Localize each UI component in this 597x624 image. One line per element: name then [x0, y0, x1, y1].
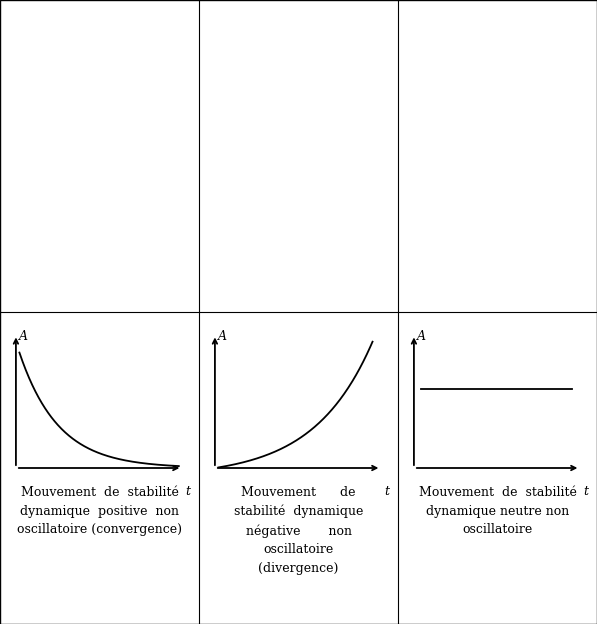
Text: Mouvement      de
stabilité  dynamique
négative       non
oscillatoire
(divergen: Mouvement de stabilité dynamique négativ… — [234, 486, 363, 575]
Text: Mouvement  de  stabilité
dynamique neutre non
oscillatoire: Mouvement de stabilité dynamique neutre … — [418, 486, 577, 536]
Text: A: A — [219, 330, 227, 343]
Text: A: A — [417, 330, 426, 343]
Text: t: t — [385, 485, 390, 498]
Text: Mouvement  de  stabilité
dynamique  positive  non
oscillatoire (convergence): Mouvement de stabilité dynamique positiv… — [17, 486, 182, 536]
Text: A: A — [20, 330, 29, 343]
Text: t: t — [584, 485, 589, 498]
Text: t: t — [186, 485, 191, 498]
